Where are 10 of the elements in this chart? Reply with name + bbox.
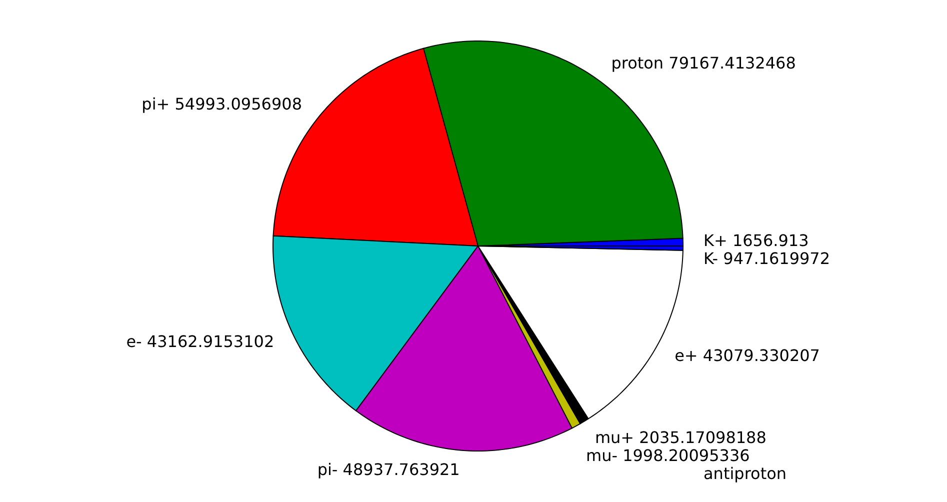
- slice-label: e- 43162.9153102: [126, 332, 274, 351]
- slice-label: K- 947.1619972: [703, 249, 830, 268]
- slice-label: pi- 48937.763921: [317, 460, 460, 480]
- category-label: antiproton: [704, 464, 787, 484]
- slice-label: mu- 1998.20095336: [586, 446, 750, 466]
- slice-label: e+ 43079.330207: [674, 346, 820, 365]
- slice-label: proton 79167.4132468: [611, 53, 796, 72]
- slice-label: K+ 1656.913: [703, 231, 809, 250]
- slice-label: mu+ 2035.17098188: [594, 428, 766, 448]
- slice-label: pi+ 54993.0956908: [142, 94, 302, 114]
